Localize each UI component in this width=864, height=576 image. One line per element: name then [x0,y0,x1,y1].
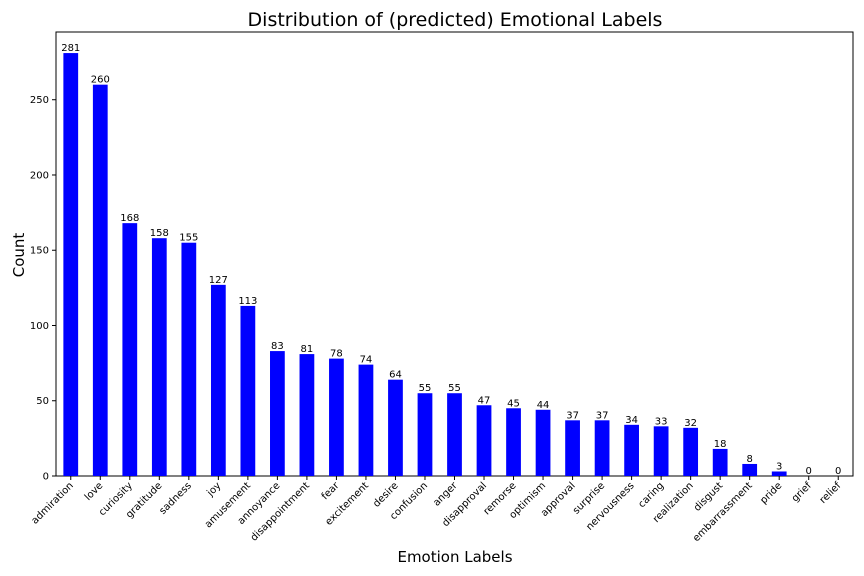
data-label: 168 [120,213,139,224]
bar [122,223,138,476]
bar [506,408,521,476]
bar [476,405,492,476]
data-label: 155 [179,233,198,244]
bar [712,448,728,476]
bar [358,364,374,476]
data-label: 18 [714,439,727,450]
data-label: 55 [419,383,432,394]
bar [653,426,669,476]
bar [92,84,108,476]
x-tick-label: admiration [30,480,76,526]
data-label: 81 [301,344,314,355]
y-tick-label: 250 [30,95,49,106]
y-tick-label: 200 [30,170,49,181]
bar [447,393,462,476]
y-tick-label: 150 [30,246,49,257]
data-label: 0 [806,466,812,477]
y-tick-label: 50 [36,396,49,407]
bar [270,351,285,476]
x-tick-label: sadness [157,480,193,516]
bar [329,358,344,476]
bar [742,463,758,476]
bar [771,471,787,476]
y-axis-label: Count [10,233,28,278]
x-tick-label: relief [818,480,844,506]
plot-area: 050100150200250281admiration260love168cu… [30,31,854,544]
data-label: 55 [448,383,461,394]
bar [299,354,315,476]
data-label: 260 [91,75,110,86]
bar [683,427,699,476]
data-label: 32 [684,418,697,429]
data-label: 44 [537,400,550,411]
data-label: 127 [209,275,228,286]
x-tick-label: anger [431,480,460,509]
data-label: 34 [625,415,638,426]
data-label: 158 [150,228,169,239]
x-tick-label: fear [320,480,342,502]
data-label: 74 [360,355,373,366]
bar [417,393,433,476]
data-label: 78 [330,349,343,360]
bar [594,420,610,476]
x-tick-label: grief [790,480,814,504]
data-label: 83 [271,341,284,352]
data-label: 3 [776,461,782,472]
data-label: 113 [238,296,257,307]
data-label: 33 [655,416,668,427]
data-label: 37 [566,410,579,421]
y-tick-label: 100 [30,321,49,332]
data-label: 47 [478,395,491,406]
data-label: 281 [61,43,80,54]
x-tick-label: pride [758,480,784,506]
data-label: 64 [389,370,402,381]
bar [240,305,256,476]
bar [388,379,403,476]
x-axis-label: Emotion Labels [397,548,512,566]
data-label: 45 [507,398,520,409]
data-label: 37 [596,410,609,421]
bar [63,53,79,476]
bar [565,420,580,476]
bar [151,238,167,476]
data-label: 0 [835,466,841,477]
chart-title: Distribution of (predicted) Emotional La… [248,9,663,31]
data-label: 8 [746,454,752,465]
x-tick-label: joy [205,480,224,499]
y-tick-label: 0 [43,472,49,483]
bar [535,409,551,476]
bar [210,284,226,476]
bar [624,424,639,476]
x-tick-label: love [83,480,106,503]
bar [181,242,197,476]
